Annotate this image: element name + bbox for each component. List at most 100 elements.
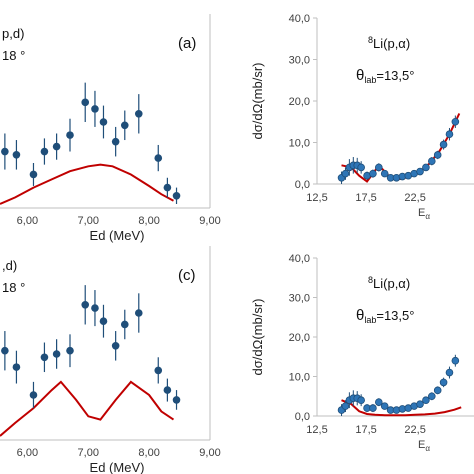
x-tick-label: 6,00: [17, 447, 38, 459]
x-axis-label: Ed (MeV): [90, 460, 145, 474]
data-point: [369, 169, 377, 178]
data-point: [1, 346, 9, 355]
data-point: [375, 398, 383, 406]
angle-label: θlab=13,5°: [356, 67, 414, 85]
x-tick-label: 6,00: [17, 215, 38, 227]
data-point: [134, 110, 143, 118]
angle-label: θlab=13,5°: [356, 307, 414, 325]
x-tick-label: 12,5: [306, 424, 327, 436]
y-tick-label: 40,0: [289, 253, 310, 265]
data-point: [416, 400, 424, 408]
x-tick-label: 7,00: [78, 215, 99, 227]
panel-right-2: 0,0 10,0 20,0 30,0 40,0 12,5 17,5 22,5 dσ/dΩ(mb/…: [250, 253, 474, 453]
data-point: [154, 154, 163, 162]
y-axis-label: dσ/dΩ(mb/sr): [250, 299, 265, 376]
data-point: [12, 151, 21, 159]
data-point: [120, 320, 129, 329]
data-point: [380, 402, 389, 410]
data-point: [357, 396, 365, 405]
y-tick-label: 0,0: [295, 411, 310, 423]
data-point: [66, 346, 74, 355]
data-point: [111, 342, 120, 350]
data-point: [341, 402, 350, 410]
data-point: [341, 169, 350, 178]
y-tick-label: 10,0: [289, 372, 310, 384]
y-tick-label: 30,0: [289, 293, 310, 305]
x-tick-label: 12,5: [306, 192, 327, 204]
x-tick-label: 8,00: [138, 447, 159, 459]
data-point: [172, 192, 181, 200]
x-axis-label: Eα: [418, 207, 430, 221]
data-point: [433, 386, 442, 395]
data-point: [66, 131, 74, 139]
data-point: [29, 391, 38, 399]
y-tick-label: 30,0: [289, 55, 310, 67]
data-point: [91, 304, 99, 312]
data-point: [154, 366, 163, 375]
data-point: [134, 309, 143, 317]
data-point: [428, 392, 436, 401]
data-point: [163, 183, 172, 192]
theory-curve: [0, 380, 175, 437]
data-point: [91, 105, 99, 113]
reaction-label: 8Li(p,α): [368, 35, 410, 51]
y-axis-label: dσ/dΩ(mb/sr): [250, 63, 265, 140]
angle-label: 18 °: [2, 48, 25, 63]
data-point: [380, 169, 389, 178]
x-tick-label: 22,5: [404, 192, 425, 204]
data-point: [445, 130, 454, 139]
y-tick-label: 0,0: [295, 179, 310, 191]
data-point: [163, 386, 172, 394]
x-tick-label: 7,00: [78, 447, 99, 459]
y-tick-label: 40,0: [289, 13, 310, 25]
data-point: [52, 142, 61, 151]
data-point: [369, 404, 377, 412]
data-point: [52, 350, 61, 358]
x-tick-label: 22,5: [404, 424, 425, 436]
reaction-label: p,d): [2, 26, 24, 41]
data-point: [12, 363, 21, 371]
panel-letter: (a): [178, 35, 196, 52]
data-point: [99, 317, 108, 326]
data-point: [375, 163, 383, 172]
data-point: [29, 170, 38, 179]
angle-label: 18 °: [2, 280, 25, 295]
x-tick-label: 9,00: [199, 447, 220, 459]
data-point: [428, 157, 436, 165]
x-tick-label: 8,00: [138, 215, 159, 227]
data-point: [451, 356, 460, 365]
panel-right-1: 0,0 10,0 20,0 30,0 40,0 12,5 17,5 22,5 dσ/dΩ(mb/…: [250, 13, 474, 221]
panel-letter: (c): [178, 267, 196, 284]
panel-a: 6,00 7,00 8,00 9,00 Ed (MeV) p,d) 18 ° (a): [0, 14, 221, 243]
x-axis-label: Eα: [418, 439, 430, 453]
y-tick-label: 20,0: [289, 332, 310, 344]
reaction-label: ,d): [2, 258, 17, 273]
data-point: [172, 396, 181, 404]
data-point: [40, 353, 49, 362]
data-point: [451, 117, 460, 126]
data-point: [111, 137, 120, 146]
theory-curve: [341, 399, 462, 417]
data-point: [422, 163, 430, 172]
data-point: [40, 147, 49, 156]
data-point: [439, 378, 448, 387]
x-tick-label: 9,00: [199, 215, 220, 227]
data-point: [81, 98, 90, 107]
data-point: [433, 151, 442, 159]
data-point: [1, 147, 9, 156]
data-point: [445, 368, 454, 377]
data-point: [416, 167, 424, 176]
data-point: [357, 163, 365, 172]
y-tick-label: 20,0: [289, 96, 310, 108]
data-point: [99, 118, 108, 126]
x-tick-label: 17,5: [355, 424, 376, 436]
theory-curve: [0, 163, 174, 205]
data-point: [422, 396, 430, 405]
x-tick-label: 17,5: [355, 192, 376, 204]
reaction-label: 8Li(p,α): [368, 275, 410, 291]
y-tick-label: 10,0: [289, 138, 310, 150]
data-point: [120, 121, 129, 130]
data-point: [439, 140, 448, 149]
data-point: [81, 301, 90, 309]
